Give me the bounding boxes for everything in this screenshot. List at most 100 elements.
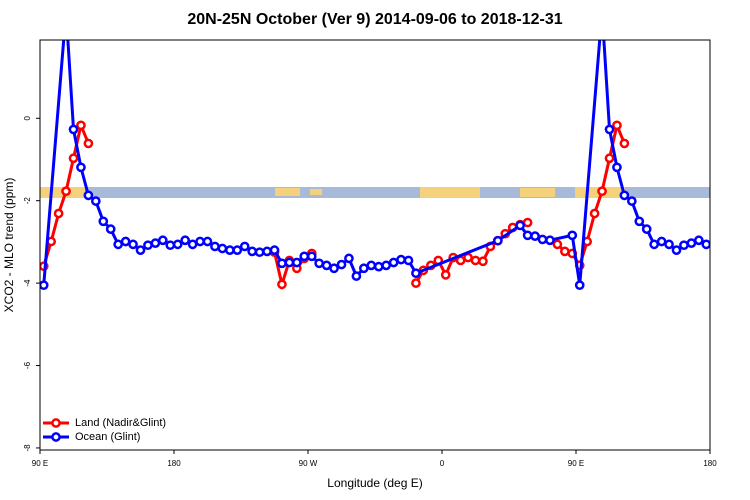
point [559,246,570,257]
point [492,235,503,246]
point [187,239,198,250]
point [299,251,310,262]
point [344,253,354,264]
point [612,162,622,173]
point [195,236,205,247]
x-axis-label: Longitude (deg E) [327,476,422,490]
point [90,196,101,206]
point [411,268,421,279]
point [291,257,302,268]
point [552,239,563,250]
point [619,138,630,149]
y-tick-label: -4 [23,279,32,287]
point [537,234,548,245]
point [180,235,191,246]
point [701,239,710,250]
point [679,240,689,251]
point [634,216,645,227]
y-tick-label: -8 [23,444,32,452]
x-tick-label: 180 [167,459,181,468]
point [269,245,280,256]
point [157,235,168,246]
point [128,239,138,250]
point [232,245,243,256]
point [336,259,347,270]
point [664,239,674,250]
point [522,217,533,228]
y-tick-label: -2 [23,197,32,205]
point [686,238,697,248]
point [373,261,384,272]
point [351,271,362,281]
point [612,120,622,131]
plot-area [40,8,710,291]
point [329,263,339,274]
point [284,257,295,268]
y-axis-label: XCO2 - MLO trend (ppm) [2,178,16,313]
legend-label: Ocean (Glint) [75,431,140,443]
series-line [42,120,626,291]
point [277,258,287,269]
x-tick-label: 90 W [299,459,318,468]
point [522,230,533,241]
point [262,246,272,257]
point [76,162,86,173]
point [83,190,94,201]
point [165,240,176,251]
point [68,124,79,135]
point [217,243,228,254]
point [53,208,64,219]
point [202,236,213,247]
legend-label: Land (Nadir&Glint) [75,417,166,429]
point [143,240,153,251]
point [247,246,258,257]
point [83,138,94,149]
legend-marker [51,432,61,442]
point [604,153,615,164]
point [314,258,325,269]
point [604,124,615,135]
point [120,236,131,247]
point [321,260,332,271]
point [172,239,183,250]
legend-marker [51,418,61,428]
point [671,245,682,256]
point [224,245,235,256]
point [62,8,69,15]
chart-title: 20N-25N October (Ver 9) 2014-09-06 to 20… [187,11,562,28]
point [403,255,414,266]
point [693,235,704,246]
point [98,216,109,227]
point [396,254,406,265]
point [135,245,146,256]
point [68,153,79,164]
point [515,220,526,231]
point [61,186,71,197]
point [306,251,317,262]
point [366,260,377,271]
point [641,224,652,234]
map-strip [40,187,710,198]
point [411,278,421,288]
point [210,241,220,252]
point [277,279,287,290]
point [626,196,637,206]
point [567,230,578,241]
point [545,235,555,246]
point [574,280,585,291]
x-tick-label: 90 E [568,459,584,468]
x-tick-label: 180 [703,459,717,468]
point [440,270,451,280]
x-tick-label: 0 [440,459,445,468]
x-tick-label: 90 E [32,459,48,468]
point [598,8,605,15]
point [381,260,392,271]
point [358,263,369,274]
point [105,224,116,234]
point [589,208,600,219]
point [239,241,250,252]
point [530,231,540,241]
series-line [42,40,708,286]
y-tick-label: 0 [23,116,32,121]
